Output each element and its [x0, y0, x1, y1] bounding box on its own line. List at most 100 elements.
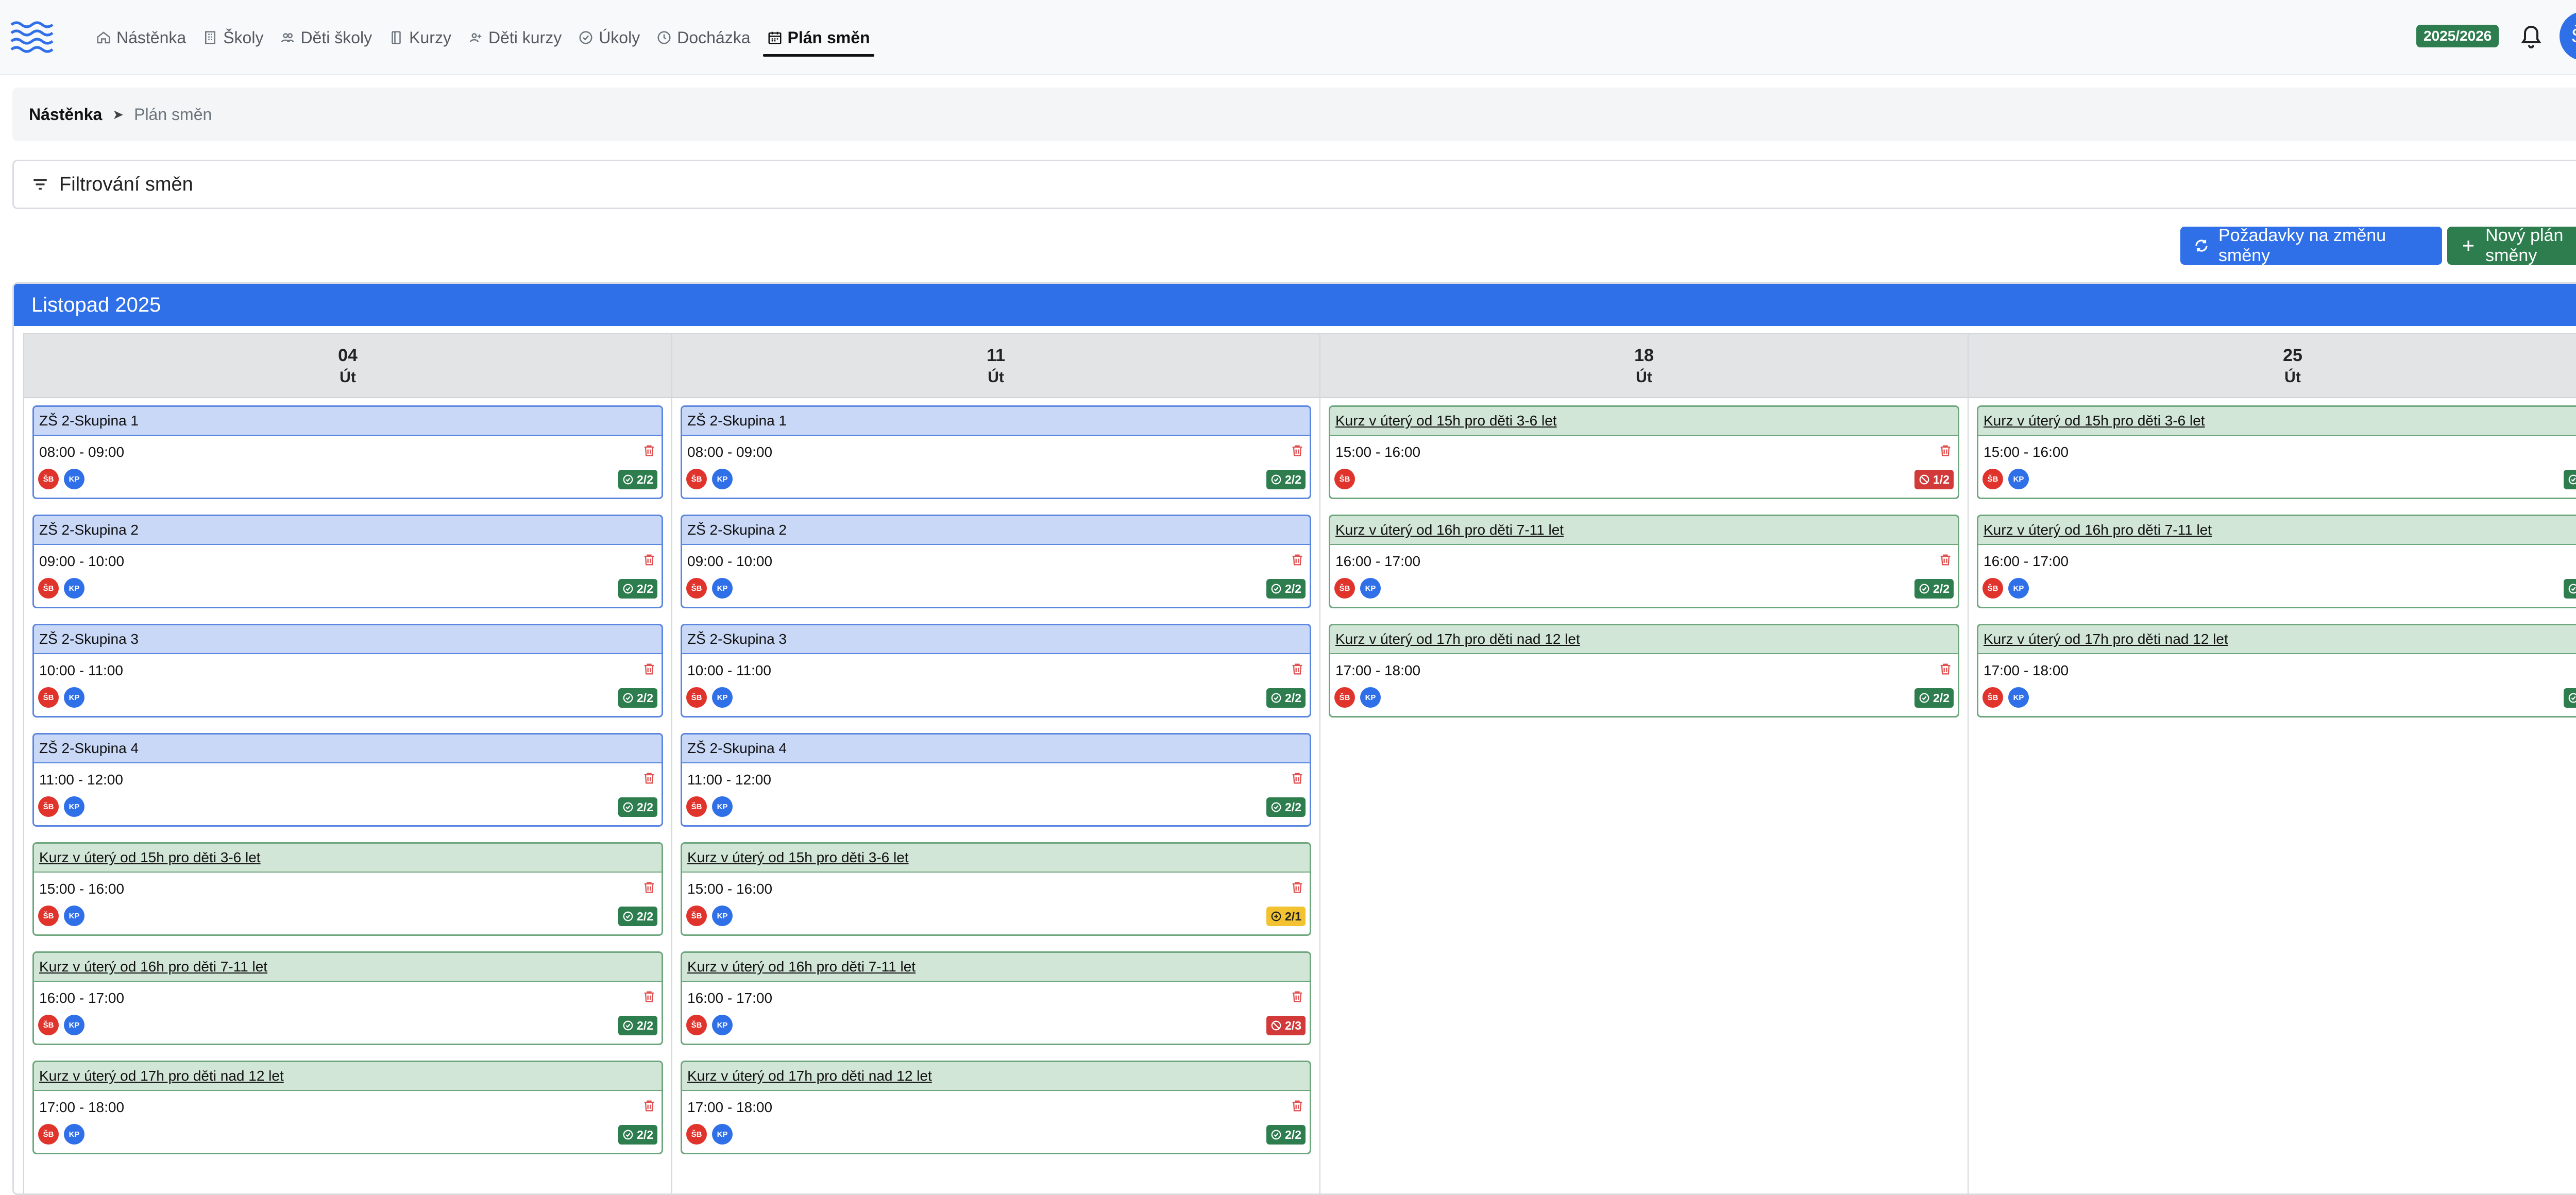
person-avatar[interactable]: ŠB: [1982, 578, 2003, 599]
shift-filter-toggle[interactable]: Filtrování směn: [12, 160, 2576, 209]
person-avatar[interactable]: ŠB: [1982, 687, 2003, 708]
trash-icon[interactable]: [1938, 552, 1953, 568]
person-avatar[interactable]: ŠB: [1334, 687, 1355, 708]
shift-title[interactable]: ZŠ 2-Skupina 3: [682, 625, 1310, 654]
person-avatar[interactable]: KP: [712, 796, 733, 817]
shift-card[interactable]: Kurz v úterý od 16h pro děti 7-11 let 16:…: [1329, 515, 1959, 608]
shift-card[interactable]: Kurz v úterý od 15h pro děti 3-6 let 15:0…: [1977, 405, 2576, 499]
bell-icon[interactable]: [2518, 22, 2544, 50]
shift-card[interactable]: Kurz v úterý od 16h pro děti 7-11 let 16:…: [32, 951, 663, 1045]
user-avatar[interactable]: ŠB: [2560, 11, 2576, 61]
nav-item-5[interactable]: Děti kurzy: [460, 0, 570, 75]
person-avatar[interactable]: KP: [1360, 578, 1381, 599]
person-avatar[interactable]: ŠB: [686, 1124, 707, 1145]
school-year-badge[interactable]: 2025/2026: [2416, 25, 2499, 47]
shift-card[interactable]: Kurz v úterý od 16h pro děti 7-11 let 16:…: [681, 951, 1311, 1045]
person-avatar[interactable]: KP: [712, 687, 733, 708]
trash-icon[interactable]: [1290, 552, 1304, 568]
change-requests-button[interactable]: Požadavky na změnu směny: [2180, 226, 2442, 265]
person-avatar[interactable]: ŠB: [1982, 469, 2003, 489]
shift-card[interactable]: Kurz v úterý od 15h pro děti 3-6 let 15:0…: [1329, 405, 1959, 499]
trash-icon[interactable]: [642, 443, 656, 458]
nav-item-8[interactable]: Plán směn: [759, 0, 878, 75]
shift-card[interactable]: Kurz v úterý od 16h pro děti 7-11 let 16:…: [1977, 515, 2576, 608]
shift-card[interactable]: ZŠ 2-Skupina 1 08:00 - 09:00 ŠB KP 2/2: [681, 405, 1311, 499]
trash-icon[interactable]: [1290, 661, 1304, 677]
breadcrumb-home-link[interactable]: Nástěnka: [29, 105, 103, 124]
person-avatar[interactable]: KP: [64, 687, 84, 708]
person-avatar[interactable]: ŠB: [38, 578, 59, 599]
nav-item-6[interactable]: Úkoly: [570, 0, 648, 75]
shift-title[interactable]: Kurz v úterý od 16h pro děti 7-11 let: [1978, 516, 2576, 545]
person-avatar[interactable]: ŠB: [38, 687, 59, 708]
person-avatar[interactable]: KP: [712, 578, 733, 599]
person-avatar[interactable]: KP: [2008, 687, 2029, 708]
shift-title[interactable]: Kurz v úterý od 15h pro děti 3-6 let: [682, 844, 1310, 873]
person-avatar[interactable]: ŠB: [686, 1015, 707, 1035]
shift-card[interactable]: ZŠ 2-Skupina 3 10:00 - 11:00 ŠB KP 2/2: [32, 624, 663, 718]
person-avatar[interactable]: KP: [2008, 469, 2029, 489]
person-avatar[interactable]: KP: [712, 906, 733, 926]
trash-icon[interactable]: [1938, 443, 1953, 458]
trash-icon[interactable]: [642, 661, 656, 677]
person-avatar[interactable]: KP: [64, 1124, 84, 1145]
person-avatar[interactable]: ŠB: [1334, 578, 1355, 599]
shift-title[interactable]: Kurz v úterý od 15h pro děti 3-6 let: [34, 844, 662, 873]
nav-item-3[interactable]: Děti školy: [272, 0, 380, 75]
person-avatar[interactable]: ŠB: [1334, 469, 1355, 489]
trash-icon[interactable]: [642, 771, 656, 786]
trash-icon[interactable]: [1290, 989, 1304, 1004]
shift-card[interactable]: Kurz v úterý od 17h pro děti nad 12 let 1…: [681, 1061, 1311, 1154]
nav-item-4[interactable]: Kurzy: [380, 0, 460, 75]
trash-icon[interactable]: [1290, 443, 1304, 458]
shift-title[interactable]: ZŠ 2-Skupina 2: [34, 516, 662, 545]
waves-logo-icon[interactable]: [10, 20, 54, 54]
person-avatar[interactable]: KP: [712, 1015, 733, 1035]
trash-icon[interactable]: [642, 989, 656, 1004]
trash-icon[interactable]: [642, 1098, 656, 1114]
shift-title[interactable]: ZŠ 2-Skupina 2: [682, 516, 1310, 545]
shift-title[interactable]: Kurz v úterý od 16h pro děti 7-11 let: [1330, 516, 1958, 545]
nav-item-1[interactable]: Nástěnka: [88, 0, 194, 75]
shift-card[interactable]: Kurz v úterý od 17h pro děti nad 12 let 1…: [1977, 624, 2576, 718]
shift-title[interactable]: ZŠ 2-Skupina 1: [682, 407, 1310, 436]
shift-title[interactable]: Kurz v úterý od 15h pro děti 3-6 let: [1978, 407, 2576, 436]
trash-icon[interactable]: [1290, 1098, 1304, 1114]
nav-item-7[interactable]: Docházka: [648, 0, 758, 75]
shift-title[interactable]: Kurz v úterý od 17h pro děti nad 12 let: [1978, 625, 2576, 654]
shift-card[interactable]: ZŠ 2-Skupina 4 11:00 - 12:00 ŠB KP 2/2: [32, 733, 663, 827]
person-avatar[interactable]: KP: [712, 1124, 733, 1145]
person-avatar[interactable]: KP: [64, 906, 84, 926]
person-avatar[interactable]: KP: [64, 796, 84, 817]
shift-title[interactable]: ZŠ 2-Skupina 1: [34, 407, 662, 436]
shift-card[interactable]: ZŠ 2-Skupina 3 10:00 - 11:00 ŠB KP 2/2: [681, 624, 1311, 718]
shift-card[interactable]: Kurz v úterý od 17h pro děti nad 12 let 1…: [32, 1061, 663, 1154]
trash-icon[interactable]: [1938, 661, 1953, 677]
shift-card[interactable]: ZŠ 2-Skupina 2 09:00 - 10:00 ŠB KP 2/2: [32, 515, 663, 608]
shift-title[interactable]: Kurz v úterý od 17h pro děti nad 12 let: [1330, 625, 1958, 654]
new-shift-plan-button[interactable]: Nový plán směny: [2447, 226, 2576, 265]
person-avatar[interactable]: KP: [712, 469, 733, 489]
shift-title[interactable]: Kurz v úterý od 17h pro děti nad 12 let: [682, 1062, 1310, 1091]
shift-title[interactable]: Kurz v úterý od 16h pro děti 7-11 let: [34, 953, 662, 982]
shift-title[interactable]: Kurz v úterý od 16h pro děti 7-11 let: [682, 953, 1310, 982]
person-avatar[interactable]: ŠB: [686, 578, 707, 599]
shift-title[interactable]: ZŠ 2-Skupina 4: [34, 735, 662, 763]
person-avatar[interactable]: ŠB: [686, 796, 707, 817]
person-avatar[interactable]: KP: [64, 1015, 84, 1035]
person-avatar[interactable]: KP: [64, 578, 84, 599]
shift-card[interactable]: Kurz v úterý od 17h pro děti nad 12 let 1…: [1329, 624, 1959, 718]
shift-title[interactable]: ZŠ 2-Skupina 4: [682, 735, 1310, 763]
shift-card[interactable]: ZŠ 2-Skupina 2 09:00 - 10:00 ŠB KP 2/2: [681, 515, 1311, 608]
person-avatar[interactable]: KP: [64, 469, 84, 489]
shift-card[interactable]: ZŠ 2-Skupina 4 11:00 - 12:00 ŠB KP 2/2: [681, 733, 1311, 827]
shift-title[interactable]: Kurz v úterý od 15h pro děti 3-6 let: [1330, 407, 1958, 436]
trash-icon[interactable]: [642, 552, 656, 568]
nav-item-2[interactable]: Školy: [194, 0, 272, 75]
person-avatar[interactable]: ŠB: [38, 1124, 59, 1145]
person-avatar[interactable]: ŠB: [38, 1015, 59, 1035]
trash-icon[interactable]: [1290, 880, 1304, 895]
shift-title[interactable]: Kurz v úterý od 17h pro děti nad 12 let: [34, 1062, 662, 1091]
shift-card[interactable]: ZŠ 2-Skupina 1 08:00 - 09:00 ŠB KP 2/2: [32, 405, 663, 499]
person-avatar[interactable]: ŠB: [38, 906, 59, 926]
